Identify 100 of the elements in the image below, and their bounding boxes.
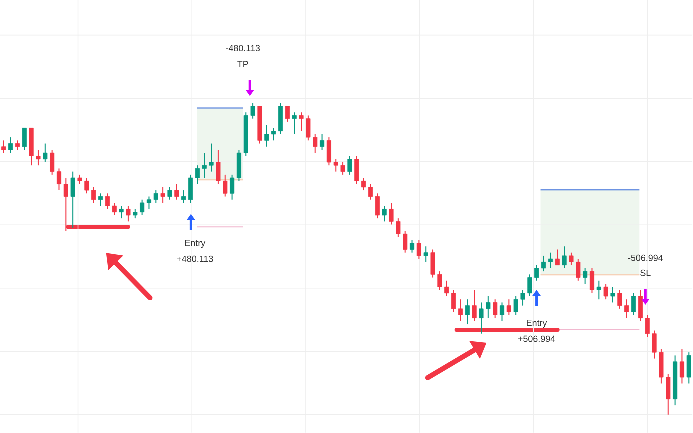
candlestick [195, 164, 200, 185]
candlestick [264, 124, 270, 148]
annotation: -506.994 [628, 254, 664, 262]
candlestick [154, 190, 158, 204]
candlestick [50, 149, 55, 176]
candlestick [230, 174, 235, 200]
candlestick [56, 168, 62, 191]
candlestick [209, 143, 214, 172]
candlestick [22, 128, 27, 150]
candlestick [15, 140, 20, 150]
candlestick [348, 156, 352, 176]
candlestick [403, 230, 408, 254]
candlestick [8, 136, 14, 154]
candlestick [216, 149, 221, 185]
candlestick [126, 205, 131, 222]
candlestick [500, 302, 505, 322]
candlestick [542, 255, 546, 272]
candlestick [2, 140, 6, 154]
candlestick [119, 205, 124, 219]
candlestick [596, 280, 602, 300]
candlestick [444, 280, 450, 297]
candlestick [534, 264, 540, 282]
candlestick [36, 149, 41, 166]
candlestick [375, 192, 380, 219]
candlestick [472, 290, 477, 322]
candlestick [285, 106, 290, 122]
candlestick [486, 296, 491, 319]
candlestick [160, 186, 166, 204]
candlestick [250, 102, 256, 120]
candlestick [133, 208, 138, 219]
candlestick [569, 252, 574, 266]
candlestick [548, 252, 553, 269]
candlestick [528, 274, 532, 297]
candlestick [299, 112, 304, 132]
candlestick [416, 240, 422, 260]
candlestick [686, 352, 692, 384]
candlestick [362, 177, 366, 191]
candlestick [334, 158, 338, 172]
candlestick [438, 270, 442, 291]
candlestick [410, 240, 415, 254]
candlestick [84, 177, 90, 194]
candlestick [583, 268, 588, 284]
candlestick [624, 298, 630, 319]
candlestick [604, 283, 608, 300]
candlestick [389, 202, 394, 226]
candlestick [680, 348, 684, 384]
candlestick [382, 205, 387, 222]
candlestick [223, 174, 228, 198]
annotation: SL [640, 270, 651, 276]
candlestick [430, 249, 436, 278]
candlestick [78, 174, 82, 185]
annotation: +506.994 [518, 336, 556, 342]
candlestick [610, 286, 616, 304]
candlestick [465, 298, 470, 325]
candlestick [70, 171, 76, 228]
candlestick [458, 298, 463, 322]
candlestick [479, 302, 484, 334]
candlestick [98, 192, 104, 206]
candlestick [340, 162, 346, 176]
candlestick [354, 156, 360, 185]
candlestick [645, 314, 650, 338]
candlestick [562, 246, 567, 269]
candlestick [652, 330, 657, 360]
candlestick [493, 298, 498, 319]
candlestick [306, 115, 311, 142]
candlestick [92, 186, 96, 204]
text: -480.113 [226, 45, 260, 52]
candlestick [576, 258, 581, 282]
candlestick [631, 292, 636, 316]
candlestick [590, 268, 595, 294]
candlestick [313, 134, 318, 154]
candlestick [618, 290, 622, 310]
annotation: Entry [527, 320, 548, 328]
candlestick [140, 199, 145, 216]
candlestick [638, 290, 643, 322]
candlestick [168, 186, 172, 200]
candlestick [182, 190, 186, 204]
candlestick [202, 152, 207, 178]
candlestick [320, 134, 325, 150]
candlestick [272, 128, 276, 142]
candlestick [292, 112, 297, 135]
candlestick [506, 298, 512, 316]
annotation: Entry [185, 240, 206, 248]
candlestick [424, 246, 428, 263]
candlestick [146, 196, 152, 210]
candlestick [452, 290, 456, 312]
candlestick [112, 202, 117, 216]
candlestick [555, 249, 560, 266]
candlestick [514, 296, 518, 316]
candlestick [188, 174, 194, 204]
candlestick [666, 374, 671, 416]
candlestick [105, 192, 110, 210]
candlestick [520, 290, 526, 306]
candlestick [174, 184, 180, 200]
text: TP [238, 61, 248, 68]
annotation: +480.113 [177, 256, 214, 262]
candlestick [396, 218, 401, 238]
candlestick [326, 136, 332, 166]
candlestick [43, 143, 48, 163]
candlestick [368, 184, 374, 200]
